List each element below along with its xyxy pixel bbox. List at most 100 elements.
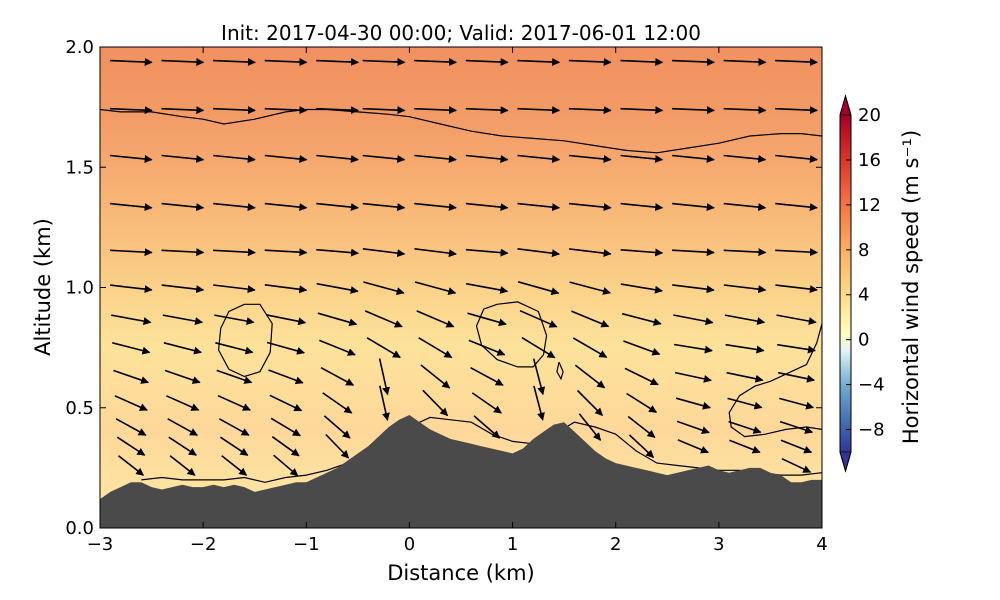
wind-arrow: [775, 106, 818, 115]
wind-arrow: [723, 202, 767, 212]
wind-arrow: [366, 337, 401, 359]
wind-arrow: [465, 154, 509, 163]
x-tick-label: −1: [293, 534, 320, 555]
wind-arrow: [162, 314, 204, 326]
wind-arrow: [517, 58, 561, 67]
wind-arrow: [114, 395, 148, 411]
wind-arrow: [465, 282, 509, 294]
wind-arrow: [418, 337, 453, 359]
wind-arrow: [468, 339, 506, 356]
wind-arrow: [215, 342, 254, 355]
wind-arrow: [628, 434, 655, 458]
wind-arrow: [572, 337, 608, 358]
wind-arrow: [316, 154, 359, 163]
wind-arrow: [517, 202, 561, 212]
wind-arrow: [213, 106, 256, 115]
colorbar: −8 −4 0 4 8 12 16 20 Horizontal wind speed (m s…: [839, 94, 923, 473]
wind-arrow: [325, 433, 350, 459]
x-tick-label: 0: [404, 534, 415, 555]
colorbar-tick-label: −8: [858, 420, 885, 441]
wind-arrow: [473, 415, 501, 439]
y-axis-label: Altitude (km): [31, 218, 55, 356]
wind-arrow: [264, 202, 308, 212]
wind-arrow: [271, 436, 300, 457]
y-tick-label: 1.5: [65, 157, 94, 178]
wind-arrow: [465, 106, 509, 115]
wind-arrow: [620, 202, 664, 212]
contour-line-4: [475, 301, 548, 368]
wind-arrow: [776, 314, 817, 326]
wind-arrow: [517, 106, 561, 115]
wind-arrow: [362, 248, 406, 258]
wind-arrow: [161, 106, 205, 115]
y-axis: 0.0 0.5 1.0 1.5 2.0: [65, 37, 822, 539]
colorbar-tick-label: 12: [858, 195, 881, 216]
contour-line-1: [100, 108, 822, 154]
wind-arrow: [465, 248, 509, 257]
wind-arrow: [672, 284, 715, 294]
wind-arrow: [414, 248, 457, 258]
chart-title: Init: 2017-04-30 00:00; Valid: 2017-06-0…: [221, 21, 701, 45]
wind-arrow: [420, 364, 451, 389]
x-tick-label: 2: [610, 534, 621, 555]
wind-arrow: [269, 394, 303, 412]
wind-arrow: [775, 154, 818, 163]
wind-arrow: [379, 385, 390, 421]
wind-arrow: [161, 202, 205, 212]
y-tick-label: 2.0: [65, 37, 94, 58]
wind-arrow: [521, 336, 556, 359]
wind-arrow: [216, 369, 253, 384]
wind-arrow: [620, 283, 663, 294]
wind-arrow: [620, 58, 664, 67]
wind-arrow: [673, 314, 714, 326]
wind-arrow: [728, 420, 762, 434]
wind-arrow: [316, 282, 359, 294]
wind-arrow: [273, 454, 299, 477]
wind-arrow: [568, 154, 612, 163]
wind-arrow: [316, 58, 359, 67]
colorbar-outline: [839, 94, 852, 473]
wind-arrow: [467, 312, 507, 327]
wind-arrow: [161, 58, 205, 67]
wind-arrow: [779, 420, 814, 434]
wind-arrow: [163, 342, 202, 355]
wind-arrow: [725, 343, 765, 354]
y-tick-label: 0.5: [65, 398, 94, 419]
wind-arrow: [323, 415, 351, 439]
colorbar-tick-label: 20: [858, 105, 881, 126]
wind-arrow: [723, 58, 767, 67]
wind-arrow: [414, 154, 457, 163]
wind-arrow: [109, 248, 153, 257]
wind-arrow: [362, 154, 406, 163]
wind-arrow: [465, 202, 509, 212]
wind-arrow: [470, 366, 504, 386]
wind-arrow: [320, 366, 355, 386]
wind-arrow: [623, 340, 661, 356]
colorbar-max-extend: [839, 94, 852, 116]
wind-arrow: [569, 281, 611, 295]
wind-arrow: [620, 248, 664, 257]
wind-arrow: [161, 248, 205, 257]
wind-arrow: [264, 248, 308, 257]
wind-arrow: [519, 309, 558, 328]
wind-arrow: [113, 369, 150, 384]
wind-arrow: [568, 58, 612, 67]
plot-area: [100, 47, 822, 528]
y-tick-label: 0.0: [65, 518, 94, 539]
x-axis: −3 −2 −1 0 1 2 3 4: [87, 47, 828, 555]
wind-arrow: [517, 248, 560, 258]
wind-arrow: [167, 418, 198, 436]
wind-arrow: [569, 248, 612, 258]
wind-arrow: [268, 369, 304, 385]
x-tick-label: −2: [190, 534, 217, 555]
wind-arrow: [578, 413, 602, 441]
wind-arrow: [781, 457, 812, 473]
wind-arrow: [571, 310, 610, 328]
wind-arrow: [112, 342, 151, 355]
wind-arrow: [672, 58, 715, 67]
wind-arrow: [213, 248, 256, 257]
wind-arrow: [724, 314, 766, 326]
wind-arrow: [576, 389, 603, 416]
wind-arrow: [620, 154, 664, 163]
